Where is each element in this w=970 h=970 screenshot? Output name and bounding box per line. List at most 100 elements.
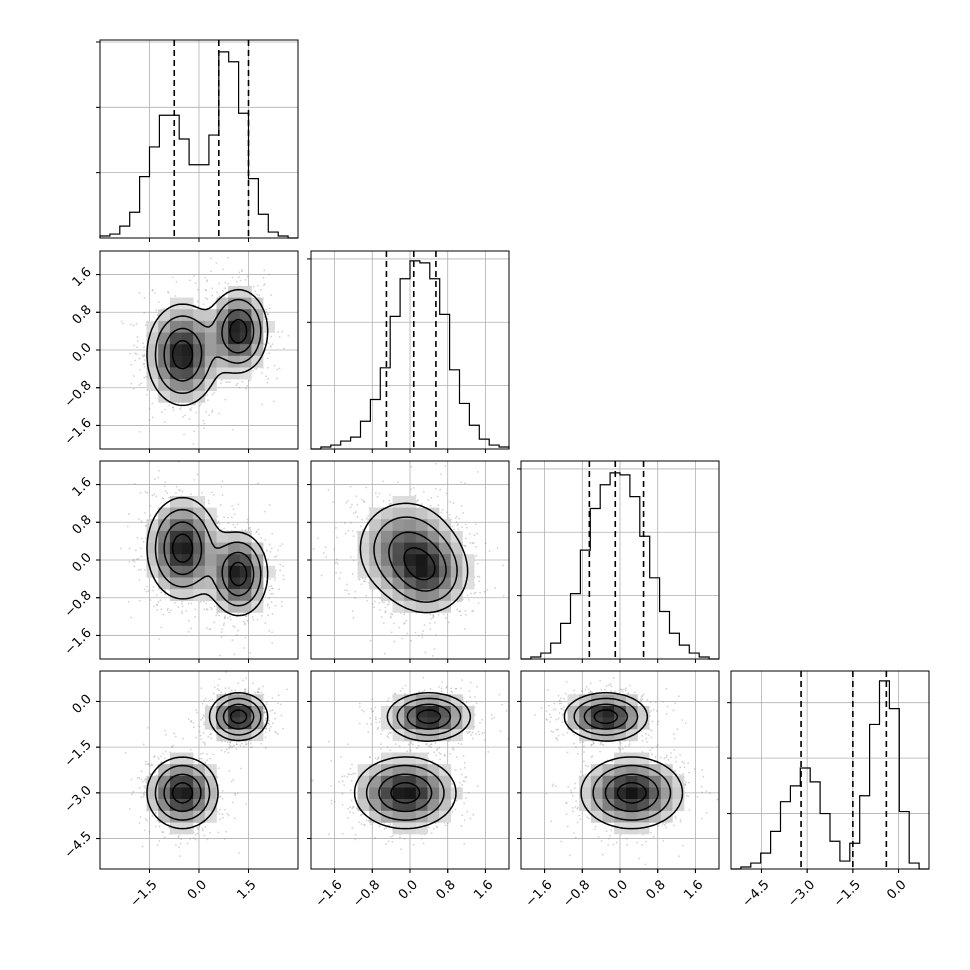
density-cell [181,355,194,368]
scatter-point [174,602,176,604]
scatter-point [169,609,172,612]
scatter-point [175,844,177,847]
scatter-point [470,592,472,595]
scatter-point [218,614,220,617]
scatter-point [349,556,352,559]
scatter-point [194,402,196,405]
scatter-point [194,450,196,452]
density-cell [158,379,171,392]
scatter-point [130,363,133,366]
density-cell [181,577,194,590]
density-cell [169,589,182,602]
scatter-point [218,282,220,285]
scatter-point [384,606,387,609]
density-cell [204,577,217,590]
histogram-panel-p0 [96,39,299,242]
scatter-point [483,590,486,593]
scatter-point [242,620,245,623]
scatter-point [346,583,348,586]
scatter-point [196,473,199,476]
scatter-point [271,343,274,345]
scatter-point [261,614,263,617]
scatter-point [429,613,432,616]
density-cell [158,309,171,322]
density-cell [193,577,206,590]
scatter-point [269,345,272,347]
scatter-point [220,636,223,639]
scatter-point [211,287,214,290]
scatter-point [210,491,213,494]
scatter-point [405,619,408,622]
scatter-point [194,282,197,285]
scatter-point [160,411,163,414]
density-cell [427,530,440,543]
scatter-point [267,377,269,380]
scatter-point [132,790,135,793]
density-cell [439,554,452,567]
scatter-point [283,347,286,350]
scatter-point [209,733,212,736]
scatter-point [221,797,224,800]
scatter-point [388,503,391,505]
scatter-point [422,630,425,633]
scatter-point [128,560,131,563]
scatter-point [225,830,228,833]
scatter-point [210,270,213,273]
scatter-point [253,368,256,371]
scatter-point [208,628,211,631]
scatter-point [171,746,173,749]
density-cell [228,332,241,345]
density-cell [216,577,229,590]
density-cell [404,507,417,520]
density-cell [369,577,382,590]
density-cell [146,542,159,555]
scatter-point [471,542,474,545]
scatter-point [236,523,239,526]
scatter-point [256,618,259,621]
scatter-point [381,601,384,603]
scatter-point [268,273,271,276]
scatter-point [199,753,202,755]
scatter-point [475,545,477,548]
density-cell [380,542,393,555]
density-cell [193,390,206,403]
scatter-point [228,770,231,773]
scatter-point [197,300,199,303]
density-cell [204,554,217,567]
scatter-point [213,621,216,624]
scatter-point [143,376,146,379]
scatter-point [154,292,157,294]
scatter-point [398,626,401,629]
scatter-point [229,381,231,384]
scatter-point [146,585,148,588]
scatter-point [433,648,436,651]
scatter-point [258,294,261,297]
density-cell [169,309,182,322]
scatter-point [271,722,274,725]
scatter-point [249,529,252,531]
histogram-step-line [521,472,719,660]
scatter-point [389,494,391,496]
scatter-point [382,622,385,624]
scatter-point [262,685,264,688]
scatter-point [258,235,260,237]
scatter-point [390,631,393,634]
scatter-point [181,612,183,615]
density-cell [158,507,171,520]
scatter-point [224,617,226,620]
scatter-point [374,600,376,603]
scatter-point [147,589,150,592]
scatter-point [268,589,271,592]
scatter-point [466,594,469,597]
scatter-point [334,562,336,564]
scatter-point [435,462,437,465]
scatter-point [365,517,368,520]
density-cell [146,519,159,532]
scatter-point [209,627,212,630]
scatter-point [269,346,272,348]
scatter-point [157,300,160,303]
scatter-point [331,501,334,504]
density-cell [450,589,463,602]
scatter-point [363,580,365,583]
